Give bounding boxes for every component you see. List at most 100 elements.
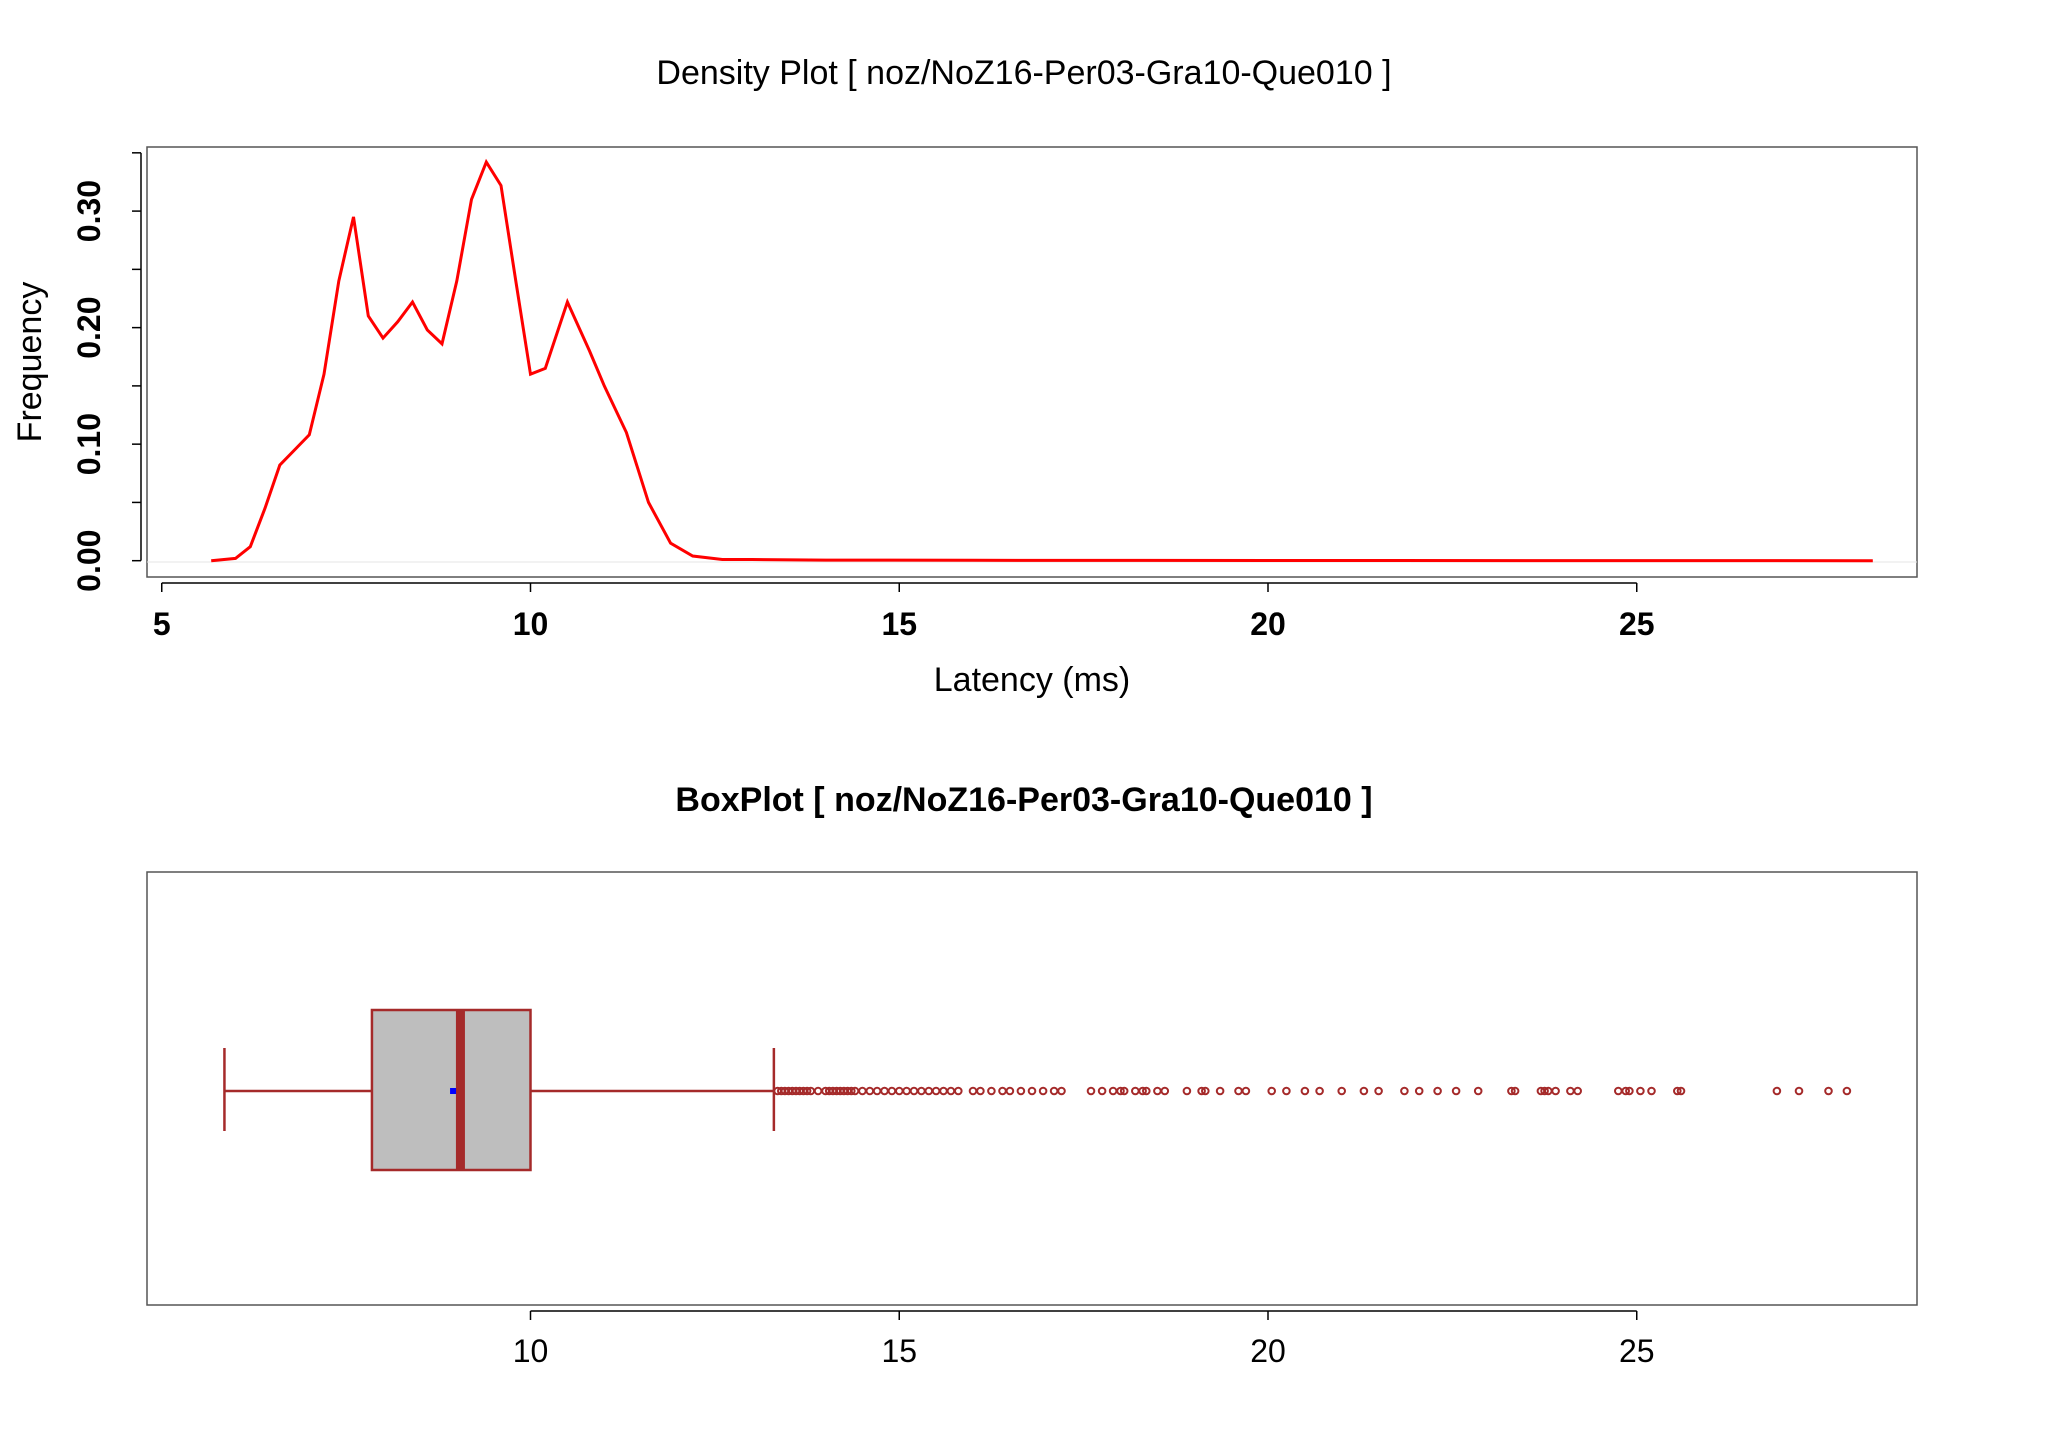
outlier-point [1138, 1086, 1147, 1096]
density-y-tick-label: 0.30 [71, 180, 107, 242]
outlier-point [939, 1086, 948, 1096]
outlier-point [924, 1086, 934, 1096]
outlier-point [1234, 1086, 1243, 1096]
outlier-point [1215, 1086, 1225, 1096]
outlier-point [1282, 1086, 1291, 1096]
outlier-point [887, 1086, 897, 1096]
outlier-point [1057, 1086, 1066, 1096]
outlier-point [1614, 1086, 1623, 1096]
outlier-points [773, 1086, 1852, 1096]
outlier-point [909, 1086, 919, 1096]
density-y-label: Frequency [11, 282, 49, 443]
outlier-point [1676, 1086, 1686, 1096]
outlier-point [1119, 1086, 1129, 1096]
density-y-tick-label: 0.00 [71, 530, 107, 592]
density-plot-frame [146, 146, 1918, 578]
density-x-tick-label: 25 [1619, 606, 1655, 642]
density-x-label: Latency (ms) [934, 661, 1131, 699]
outlier-point [1573, 1086, 1582, 1096]
outlier-point [1201, 1086, 1210, 1096]
boxplot-x-axis: 10 15 20 25 [513, 1310, 1655, 1369]
boxplot-x-tick-label: 15 [881, 1333, 917, 1369]
outlier-point [1451, 1086, 1461, 1096]
outlier-point [1337, 1086, 1346, 1096]
outlier-point [1433, 1086, 1442, 1096]
density-x-tick-label: 10 [513, 606, 549, 642]
outlier-point [917, 1086, 926, 1096]
mean-marker [450, 1088, 457, 1094]
outlier-point [1400, 1086, 1409, 1096]
outlier-point [1473, 1086, 1483, 1096]
outlier-point [1086, 1086, 1096, 1096]
outlier-point [1005, 1086, 1015, 1096]
density-x-axis: 5 10 15 20 25 [153, 582, 1655, 642]
outlier-point [847, 1086, 856, 1096]
outlier-point [946, 1086, 956, 1096]
outlier-point [1182, 1086, 1192, 1096]
outlier-point [1315, 1086, 1324, 1096]
outlier-point [1794, 1086, 1804, 1096]
outlier-point [1016, 1086, 1026, 1096]
outlier-point [1673, 1086, 1682, 1096]
outlier-point [1027, 1086, 1037, 1096]
outlier-point [872, 1086, 882, 1096]
density-title: Density Plot [ noz/NoZ16-Per03-Gra10-Que… [656, 54, 1391, 92]
outlier-point [1824, 1086, 1833, 1096]
outlier-point [1359, 1086, 1369, 1096]
outlier-point [880, 1086, 889, 1096]
outlier-point [1038, 1086, 1048, 1096]
outlier-point [902, 1086, 911, 1096]
outlier-point [858, 1086, 867, 1096]
outlier-point [1116, 1086, 1125, 1096]
outlier-point [1108, 1086, 1118, 1096]
outlier-point [1625, 1086, 1634, 1096]
outlier-point [1241, 1086, 1251, 1096]
outlier-point [802, 1086, 812, 1096]
density-y-tick-label: 0.20 [71, 296, 107, 358]
outlier-point [1049, 1086, 1059, 1096]
outlier-point [1540, 1086, 1549, 1096]
outlier-point [1374, 1086, 1383, 1096]
outlier-point [1197, 1086, 1206, 1096]
boxplot-title: BoxPlot [ noz/NoZ16-Per03-Gra10-Que010 ] [675, 781, 1372, 819]
box-plot: BoxPlot [ noz/NoZ16-Per03-Gra10-Que010 ]… [146, 781, 1918, 1369]
outlier-point [1267, 1086, 1276, 1096]
outlier-point [1566, 1086, 1575, 1096]
outlier-point [976, 1086, 985, 1096]
outlier-point [1142, 1086, 1151, 1096]
boxplot-x-tick-label: 10 [513, 1333, 549, 1369]
boxplot-frame [146, 871, 1918, 1306]
outlier-point [987, 1086, 996, 1096]
outlier-point [895, 1086, 904, 1096]
density-series-line [211, 158, 1873, 563]
iqr-box [370, 1008, 532, 1172]
boxplot-x-tick-label: 25 [1619, 1333, 1655, 1369]
outlier-point [1414, 1086, 1424, 1096]
outlier-point [1153, 1086, 1162, 1096]
outlier-point [931, 1086, 941, 1096]
outlier-point [968, 1086, 978, 1096]
outlier-point [954, 1086, 963, 1096]
density-x-tick-label: 15 [881, 606, 917, 642]
outlier-point [1621, 1086, 1630, 1096]
outlier-point [1097, 1086, 1107, 1096]
outlier-point [1842, 1086, 1852, 1096]
density-x-tick-label: 5 [153, 606, 171, 642]
outlier-point [1507, 1086, 1516, 1096]
density-y-axis: 0.00 0.10 0.20 0.30 [71, 152, 142, 592]
outlier-point [1160, 1086, 1170, 1096]
outlier-point [1647, 1086, 1656, 1096]
outlier-point [1510, 1086, 1520, 1096]
outlier-point [813, 1086, 823, 1096]
outlier-point [1300, 1086, 1310, 1096]
boxplot-x-tick-label: 20 [1250, 1333, 1286, 1369]
density-y-tick-label: 0.10 [71, 413, 107, 475]
outlier-point [1131, 1086, 1140, 1096]
outlier-point [998, 1086, 1007, 1096]
outlier-point [1636, 1086, 1645, 1096]
density-plot: Density Plot [ noz/NoZ16-Per03-Gra10-Que… [11, 54, 1918, 699]
density-x-tick-label: 20 [1250, 606, 1286, 642]
outlier-point [1772, 1086, 1782, 1096]
outlier-point [1551, 1086, 1560, 1096]
